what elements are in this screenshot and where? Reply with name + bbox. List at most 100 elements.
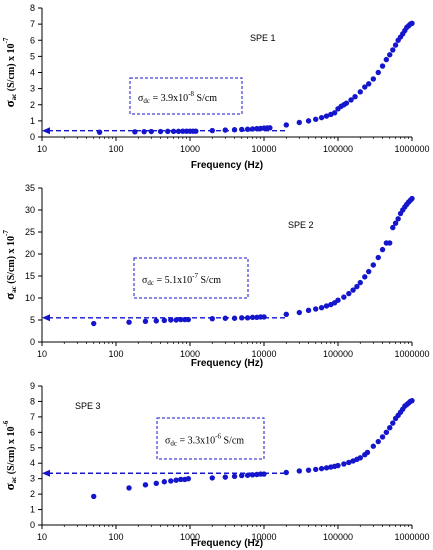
data-point (126, 319, 132, 325)
x-tick-label: 1000 (180, 349, 200, 359)
data-point (366, 268, 372, 275)
chart-panel-2: 0 5 10 15 20 25 30 35 10 100 1000 10000 100000 100000… (2, 183, 430, 369)
data-point (357, 455, 363, 461)
data-point (352, 93, 358, 100)
x-tick-label: 100000 (323, 144, 353, 154)
data-point (209, 475, 215, 481)
data-point (392, 42, 399, 48)
y-tick-label: 5 (30, 443, 35, 453)
y-tick-label: 10 (25, 293, 35, 303)
data-point (185, 316, 192, 323)
y-tick-label: 0 (30, 520, 35, 530)
data-point (261, 314, 267, 320)
y-axis-label: σac (S/cm) x 10-7 (2, 37, 18, 107)
data-point (390, 420, 396, 426)
annotation-box (133, 257, 249, 299)
data-point (348, 97, 354, 103)
x-tick-label: 1000000 (394, 349, 429, 359)
data-point (249, 314, 256, 321)
data-point (239, 315, 245, 321)
data-point (390, 47, 396, 53)
y-tick-label: 7 (30, 412, 35, 422)
data-point (409, 397, 415, 404)
data-point (305, 118, 312, 124)
x-tick-label: 100 (108, 532, 123, 542)
panel-tag: SPE 3 (75, 401, 101, 411)
data-point (313, 306, 319, 312)
dc-level-arrowhead (42, 314, 50, 322)
data-point (375, 438, 381, 445)
data-point (335, 462, 341, 469)
data-point (239, 126, 245, 133)
annotation-box (156, 417, 265, 460)
data-point (244, 315, 251, 321)
data-point (387, 240, 393, 246)
y-tick-label: 6 (30, 35, 35, 45)
data-point (249, 126, 256, 132)
data-point (354, 283, 360, 290)
data-point (370, 76, 377, 82)
data-point (313, 466, 319, 473)
data-point (161, 317, 168, 324)
dc-annotation: σdc = 3.3x10-6 S/cm (165, 433, 244, 448)
data-point (296, 309, 303, 316)
y-tick-label: 0 (30, 337, 35, 347)
x-tick-label: 10 (37, 532, 47, 542)
y-tick-label: 2 (30, 489, 35, 499)
data-point (244, 472, 251, 478)
y-tick-label: 7 (30, 19, 35, 29)
data-point (383, 429, 390, 436)
data-point (222, 474, 229, 480)
data-point (395, 216, 401, 222)
data-point (379, 63, 386, 69)
data-point (346, 290, 352, 297)
data-point (323, 113, 330, 119)
data-point (261, 471, 267, 477)
x-tick-label: 1000000 (394, 532, 429, 542)
data-point (141, 128, 147, 135)
data-point (370, 262, 377, 268)
x-tick-label: 10000 (251, 532, 276, 542)
y-tick-label: 25 (25, 227, 35, 237)
data-point (126, 485, 132, 491)
data-point (180, 128, 186, 134)
data-point (323, 303, 330, 309)
x-axis-label: Frequency (Hz) (191, 358, 263, 369)
data-point (296, 119, 303, 126)
data-point (357, 89, 363, 95)
y-tick-label: 15 (25, 271, 35, 281)
data-point (142, 318, 149, 325)
panel-tag: SPE 1 (250, 33, 276, 43)
x-tick-label: 10 (37, 144, 47, 154)
data-point (231, 315, 238, 321)
data-point (173, 477, 179, 483)
data-point (283, 469, 289, 476)
data-point (335, 297, 341, 303)
data-point (222, 127, 229, 133)
data-point (142, 482, 149, 488)
data-point (318, 304, 325, 311)
data-point (254, 125, 260, 132)
data-point (357, 279, 363, 286)
data-point (392, 220, 399, 226)
data-point (178, 316, 184, 323)
data-point (409, 195, 415, 202)
data-point (173, 317, 179, 323)
data-point (132, 129, 138, 135)
data-point (341, 461, 347, 467)
y-tick-label: 2 (30, 100, 35, 110)
data-point (346, 459, 352, 466)
data-point (153, 480, 159, 486)
data-point (379, 246, 386, 253)
x-tick-label: 10000 (251, 349, 276, 359)
data-point (157, 128, 164, 135)
data-point (267, 125, 273, 131)
data-point (341, 294, 347, 300)
data-point (343, 100, 350, 106)
y-tick-label: 5 (30, 51, 35, 61)
data-point (249, 472, 256, 478)
data-point (362, 84, 368, 90)
panel-tag: SPE 2 (288, 220, 314, 230)
y-tick-label: 9 (30, 381, 35, 391)
